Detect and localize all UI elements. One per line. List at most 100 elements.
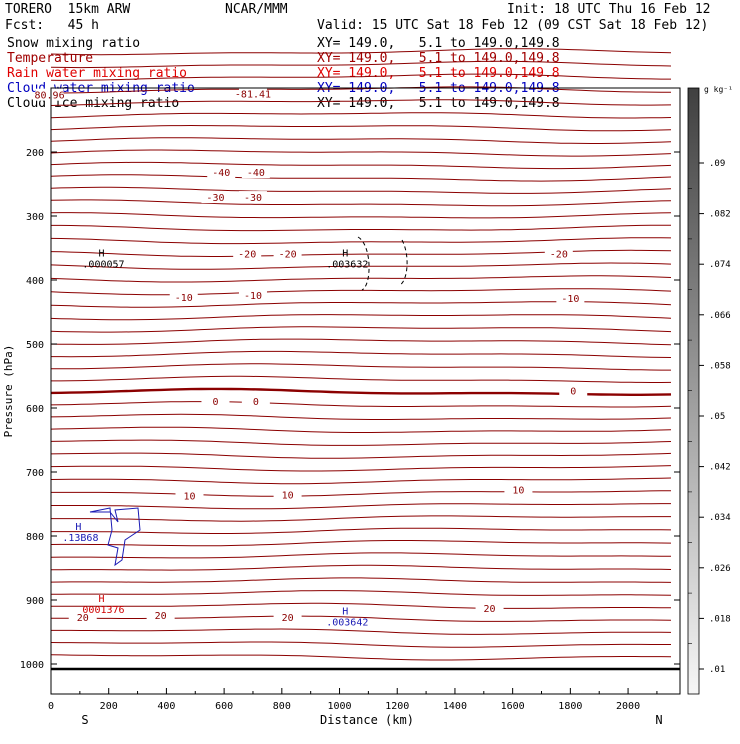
y-tick-label: 400 [26,276,44,287]
isotherm [50,288,672,296]
isotherm [50,237,672,245]
y-axis-title: Pressure (hPa) [2,345,15,438]
temperature-contour-label: 20 [484,604,496,615]
contour-label-bg [169,290,198,303]
contour-label-bg [238,87,267,100]
isotherm [51,515,671,522]
x-tick-label: 1800 [558,701,582,712]
contour-label-bg [475,601,504,614]
isotherm [50,86,671,94]
contour-label-bg [175,489,204,502]
isotherm [50,413,672,420]
isotherm [50,426,672,433]
maximum-marker-h: H [75,522,81,533]
isotherm [50,112,672,119]
temperature-contour-label: -30 [206,193,224,204]
colorbar-tick-label: .082 [709,210,731,220]
isotherm [50,540,672,547]
isotherm [51,490,672,497]
temperature-contour-label: -10 [561,294,579,305]
y-tick-label: 800 [26,532,44,543]
isotherm [50,161,672,170]
x-tick-label: 0 [48,701,54,712]
isotherm [50,314,672,321]
x-tick-label: 1200 [385,701,409,712]
contour-label-bg [556,292,585,305]
y-tick-label: 200 [26,148,44,159]
south-label: S [81,713,88,727]
temperature-contour-label: -81.41 [235,89,271,100]
init-time: Init: 18 UTC Thu 16 Feb 12 [507,2,711,17]
colorbar-tick-label: .05 [709,412,725,422]
contour-label-bg [201,395,230,408]
y-tick-label: 500 [26,340,44,351]
cloud-ice-contour [357,236,408,291]
temperature-contour-label: 0 [570,386,576,397]
isotherm [50,186,672,194]
y-tick-label: 700 [26,468,44,479]
isotherm [50,577,672,583]
isotherm [50,48,672,56]
x-tick-label: 400 [157,701,175,712]
x-axis-title: Distance (km) [320,713,414,727]
maximum-marker-value: .003632 [326,259,368,270]
north-label: N [655,713,662,727]
field-name-rain: Rain water mixing ratio [7,66,188,81]
isotherm [50,590,672,596]
colorbar-unit: g kg⁻¹ [704,85,733,94]
temperature-contour-label: 20 [282,613,294,624]
valid-time: Valid: 15 UTC Sat 18 Feb 12 (09 CST Sat … [317,18,709,33]
x-tick-label: 1600 [501,701,525,712]
isotherm [51,602,672,609]
colorbar-tick-label: .058 [709,361,731,371]
temperature-contour-label: -40 [247,168,265,179]
contour-label-bg [273,488,302,501]
field-name-snow: Snow mixing ratio [7,36,141,51]
isotherm [50,174,672,182]
contour-label-bg [238,191,267,204]
isotherm [50,326,672,333]
isotherm [51,350,672,358]
isotherm [50,552,672,559]
y-tick-label: 600 [26,404,44,415]
contour-label-bg [559,384,588,397]
isotherm [50,199,672,207]
temperature-contour-label: -20 [550,249,568,260]
colorbar-tick-label: .01 [709,665,725,675]
contour-label-bg [35,88,64,101]
y-tick-label: 900 [26,596,44,607]
isotherm [50,137,672,144]
temperature-contour-label: 0 [253,397,259,408]
temperature-contour-label: -20 [238,249,256,260]
y-tick-label: 300 [26,212,44,223]
colorbar-tick-label: .074 [709,260,731,270]
maximum-marker-value: 0001376 [82,605,124,616]
contour-label-bg [238,289,267,301]
x-tick-label: 1400 [443,701,467,712]
contour-label-bg [233,247,262,260]
isotherm [51,527,672,534]
isotherm [50,73,671,81]
isotherm [50,641,671,648]
isotherm [50,338,672,346]
plot-frame [50,87,681,695]
temperature-contour-label: -10 [244,291,262,302]
contour-label-bg [201,191,230,204]
isotherm [50,60,672,69]
temperature-contour-label: 10 [183,491,195,502]
xy-snow: XY= 149.0, 5.1 to 149.0,149.8 [317,36,560,51]
isotherm [50,275,672,283]
cloud-water-contour [89,507,141,567]
contour-label-bg [273,247,302,260]
isotherm [50,654,672,661]
contour-label-bg [504,483,533,496]
maximum-marker-h: H [98,594,104,605]
field-name-temperature: Temperature [7,51,94,66]
maximum-marker-h: H [98,248,104,259]
isotherm [50,149,672,157]
temperature-contour-label: -40 [212,168,230,179]
temperature-contour-label: 10 [282,491,294,502]
isotherm [51,628,672,635]
temperature-contour-label: -10 [175,293,193,304]
temperature-contour-label: -30 [244,193,262,204]
